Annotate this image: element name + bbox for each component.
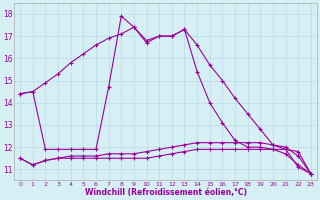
X-axis label: Windchill (Refroidissement éolien,°C): Windchill (Refroidissement éolien,°C) — [84, 188, 246, 197]
